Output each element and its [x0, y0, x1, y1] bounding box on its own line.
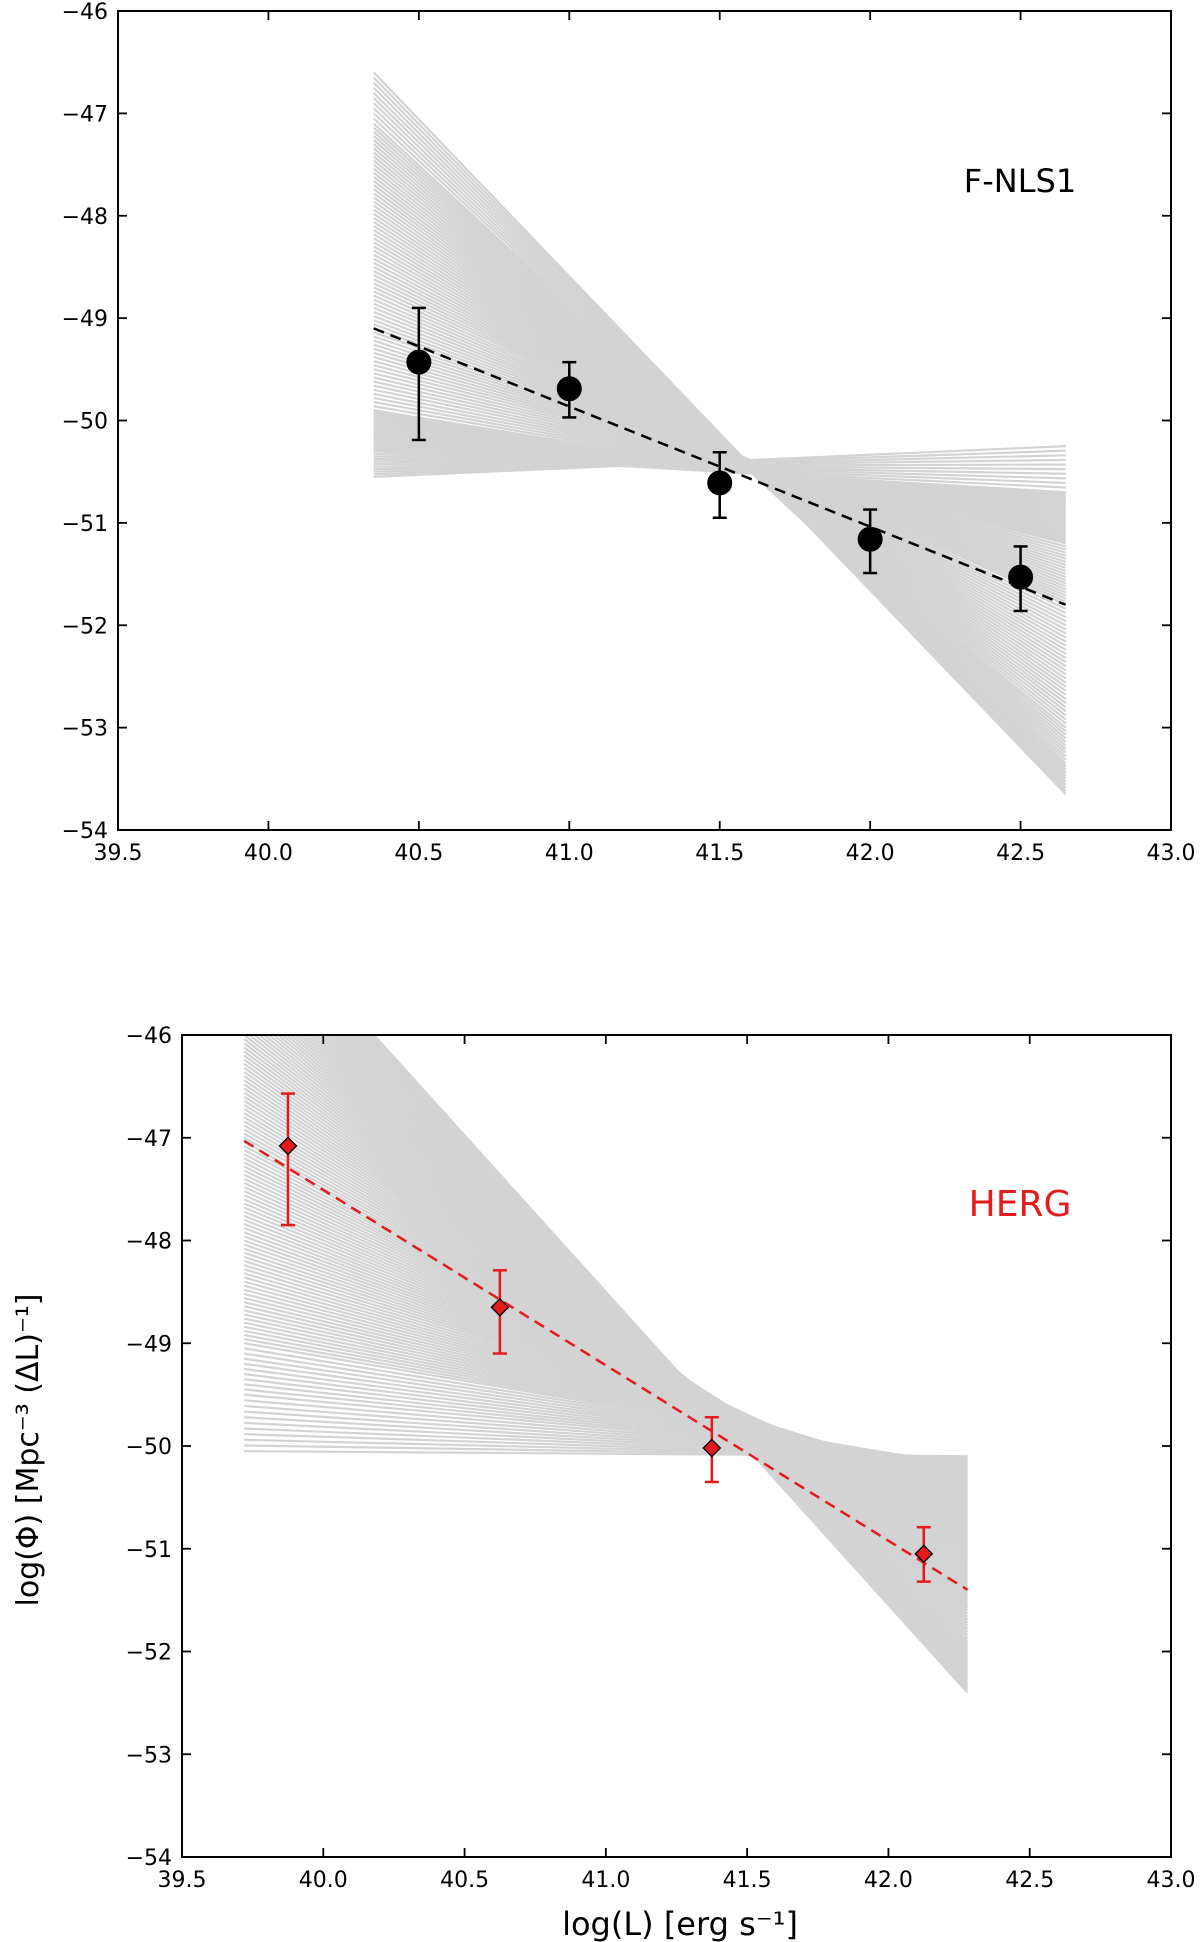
data-point: [707, 470, 733, 496]
y-tick-labels: −46 −47 −48 −49 −50 −51 −52 −53 −54: [62, 0, 1171, 844]
data-points: [406, 306, 1034, 613]
x-tick-label: 42.5: [1005, 1868, 1054, 1893]
data-point: [702, 1438, 722, 1458]
y-tick-label: −47: [126, 1127, 172, 1152]
y-tick-label: −52: [126, 1641, 172, 1666]
y-tick-label: −50: [62, 410, 108, 435]
data-points: [278, 1092, 934, 1583]
data-point: [490, 1297, 510, 1317]
x-tick-label: 42.0: [846, 841, 895, 866]
data-point: [1008, 564, 1034, 590]
x-tick-label: 43.0: [1147, 1868, 1196, 1893]
y-axis-label: log(Φ) [Mpc⁻³ (ΔL)⁻¹]: [11, 1293, 46, 1606]
y-tick-label: −53: [126, 1743, 172, 1768]
x-tick-label: 41.0: [581, 1868, 630, 1893]
x-axis-label: log(L) [erg s⁻¹]: [562, 1905, 798, 1942]
y-tick-label: −54: [62, 819, 108, 844]
x-tick-label: 42.5: [996, 841, 1045, 866]
x-tick-label: 41.5: [695, 841, 744, 866]
y-tick-label: −46: [62, 0, 108, 25]
chart-panel-herg: 39.5 40.0 40.5 41.0 41.5 42.0 42.5 43.0 −46−47−…: [11, 1024, 1196, 1942]
best-fit-line: [373, 327, 1067, 606]
realization-lines: [243, 1035, 969, 1694]
data-point: [914, 1544, 934, 1564]
x-tick-label: 42.0: [864, 1868, 913, 1893]
data-point: [556, 376, 582, 402]
x-tick-label: 43.0: [1147, 841, 1196, 866]
x-tick-label: 40.5: [440, 1868, 489, 1893]
fit-line: [243, 1139, 969, 1591]
x-tick-label: 40.0: [244, 841, 293, 866]
fit-line: [373, 327, 1067, 606]
y-tick-labels: −46 −47 −48 −49 −50 −51 −52 −53 −54: [126, 1024, 1171, 1871]
x-tick-labels: 39.5 40.0 40.5 41.0 41.5 42.0 42.5 43.0: [158, 1035, 1196, 1893]
panel-label: HERG: [969, 1184, 1072, 1225]
y-tick-label: −48: [126, 1230, 172, 1255]
x-tick-label: 41.0: [545, 841, 594, 866]
y-tick-label: −46: [126, 1024, 172, 1049]
y-tick-label: −54: [126, 1846, 172, 1871]
data-point: [278, 1136, 298, 1156]
y-tick-label: −48: [62, 205, 108, 230]
x-tick-labels: 39.5 40.0 40.5 41.0 41.5 42.0 42.5 43.0: [94, 11, 1196, 866]
panel-label: F-NLS1: [964, 162, 1076, 200]
y-tick-label: −47: [62, 102, 108, 127]
y-tick-label: −51: [62, 512, 108, 537]
best-fit-line: [243, 1139, 969, 1591]
data-point: [857, 526, 883, 552]
x-tick-label: 40.5: [394, 841, 443, 866]
y-tick-label: −49: [126, 1332, 172, 1357]
chart-panel-f-nls1: 39.5 40.0 40.5 41.0 41.5 42.0 42.5 43.0 −46−47−…: [62, 0, 1196, 866]
x-tick-label: 41.5: [723, 1868, 772, 1893]
x-tick-label: 39.5: [158, 1868, 207, 1893]
y-tick-label: −52: [62, 614, 108, 639]
data-point: [406, 349, 432, 375]
y-tick-label: −49: [62, 307, 108, 332]
y-tick-label: −51: [126, 1538, 172, 1563]
y-tick-label: −50: [126, 1435, 172, 1460]
y-tick-label: −53: [62, 717, 108, 742]
x-tick-label: 40.0: [299, 1868, 348, 1893]
x-tick-label: 39.5: [94, 841, 143, 866]
realization-line: [244, 1450, 968, 1458]
